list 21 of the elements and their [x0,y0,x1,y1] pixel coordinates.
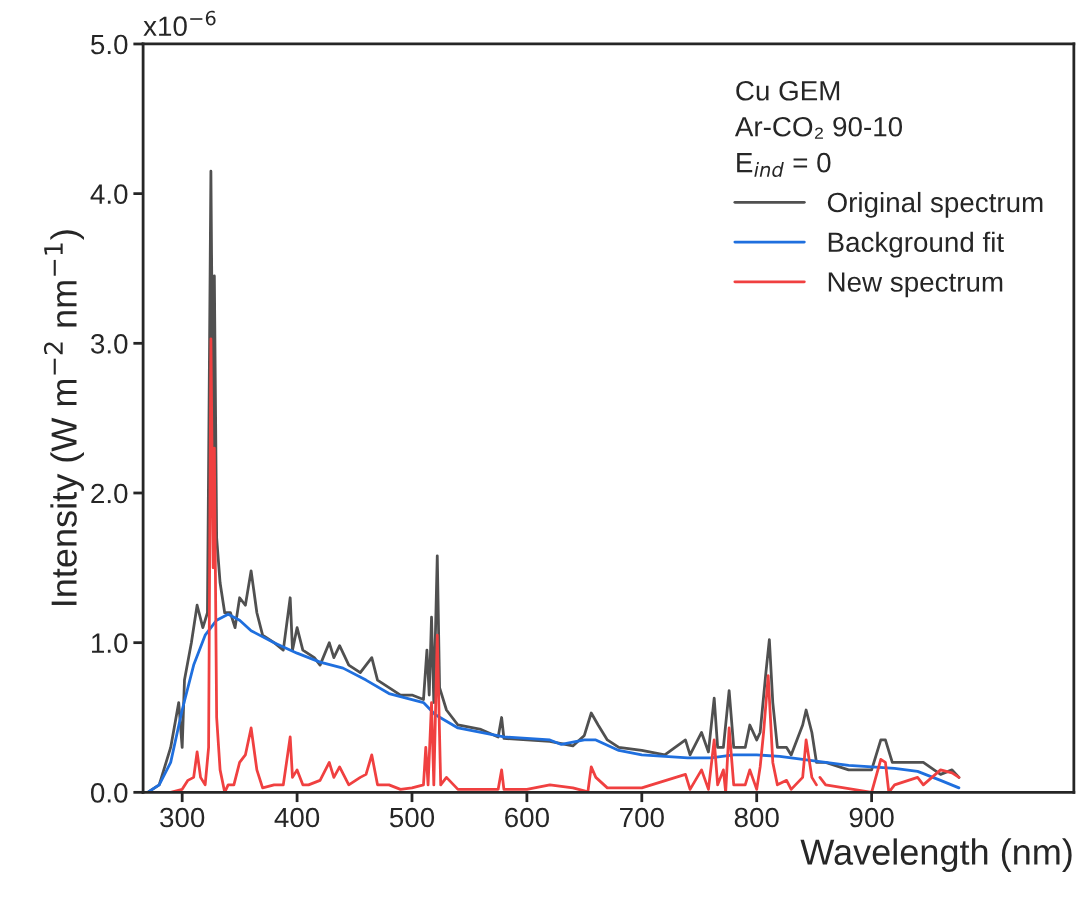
text: x10$^{−6}$ [143,10,216,37]
legend-label: Background fit [828,231,1004,258]
legend-label: Original spectrum [827,191,1043,218]
legend-title: Cu GEM Ar-CO₂ 90-10 E$_{ind}$ = 0 [734,80,903,178]
x-axis-title: Wavelength (nm) [800,838,1072,873]
y-tick-label: 2.0 [91,483,128,504]
x-tick-label: 900 [849,807,894,828]
x-tick-label: 800 [734,807,779,828]
x-tick-label: 600 [505,807,549,828]
x-tick-label: 300 [160,807,205,828]
y-tick-label: 1.0 [92,633,128,653]
y-tick-label: 3.0 [90,333,128,354]
legend-label: New spectrum [828,272,1003,298]
x-tick-label: 500 [389,807,435,828]
x-tick-label: 400 [274,807,320,828]
line-series [146,612,961,793]
y-tick-label: 4.0 [90,184,128,204]
y-tick-label: 5.0 [91,34,128,55]
y-axis-title: Intensity (W m$^{−2}$ nm$^{−1}$) [43,230,84,605]
x-tick-label: 700 [620,807,664,828]
y-tick-label: 0.0 [91,783,128,803]
